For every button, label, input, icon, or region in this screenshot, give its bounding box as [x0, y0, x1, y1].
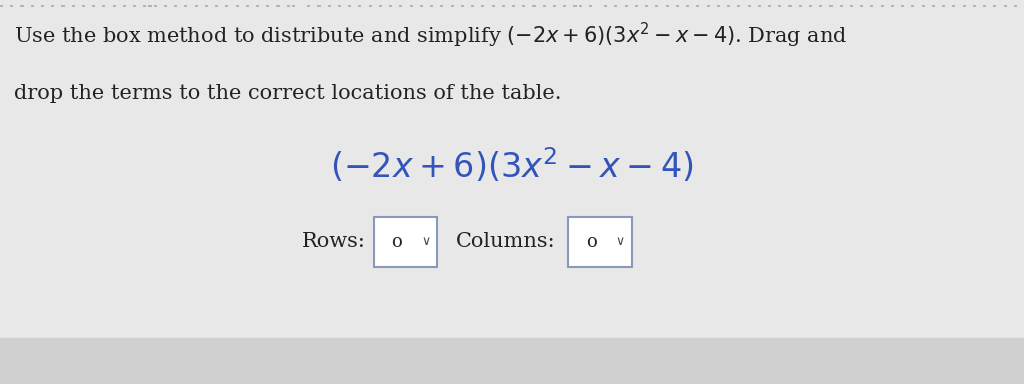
Text: drop the terms to the correct locations of the table.: drop the terms to the correct locations … [14, 84, 562, 103]
Text: Use the box method to distribute and simplify $(-2x+6)(3x^2-x-4)$. Drag and: Use the box method to distribute and sim… [14, 21, 848, 50]
FancyBboxPatch shape [374, 217, 437, 267]
Text: ∨: ∨ [421, 235, 430, 248]
FancyBboxPatch shape [568, 217, 632, 267]
Text: ∨: ∨ [615, 235, 625, 248]
Text: o: o [391, 233, 402, 251]
Text: Rows:: Rows: [302, 232, 366, 252]
Text: Columns:: Columns: [456, 232, 555, 252]
Bar [0, 338, 1024, 384]
Text: $(-2x+6)(3x^2-x-4)$: $(-2x+6)(3x^2-x-4)$ [330, 146, 694, 185]
Text: o: o [586, 233, 597, 251]
